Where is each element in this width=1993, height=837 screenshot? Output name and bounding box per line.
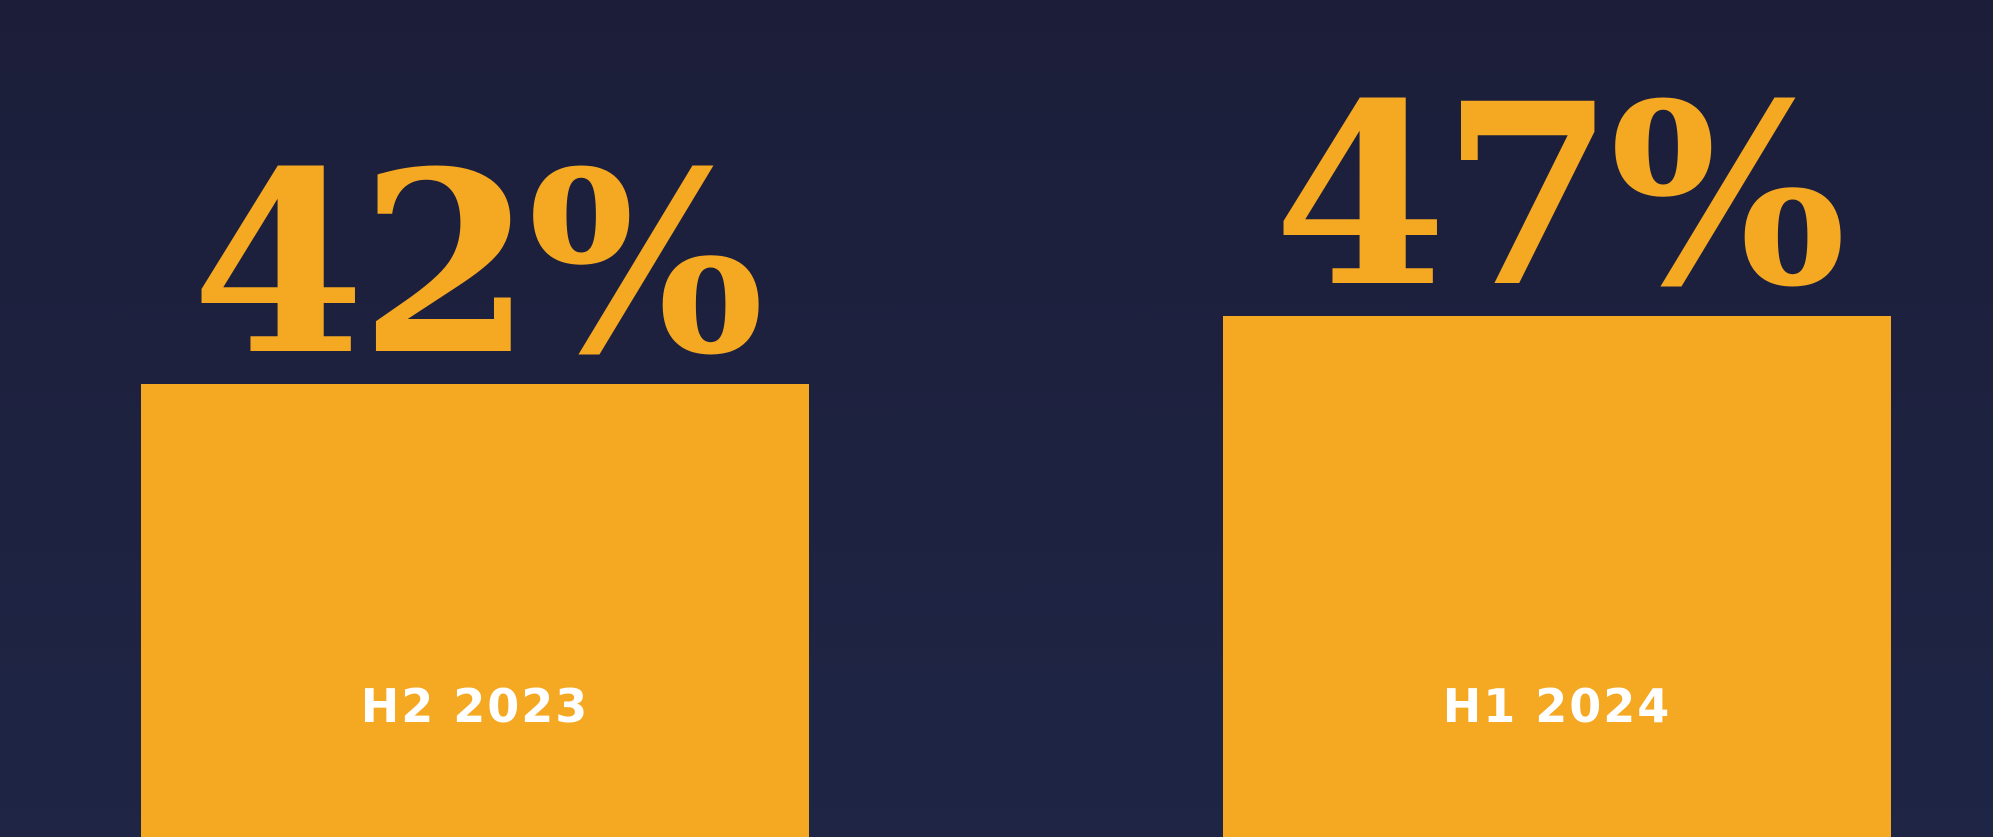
value-label-2: 47% (1273, 47, 1846, 342)
category-label-2: H1 2024 (1442, 679, 1672, 733)
value-label-1: 42% (191, 115, 764, 410)
category-label-1: H2 2023 (360, 679, 590, 733)
bar-1 (141, 384, 809, 837)
bar-2 (1223, 316, 1891, 837)
